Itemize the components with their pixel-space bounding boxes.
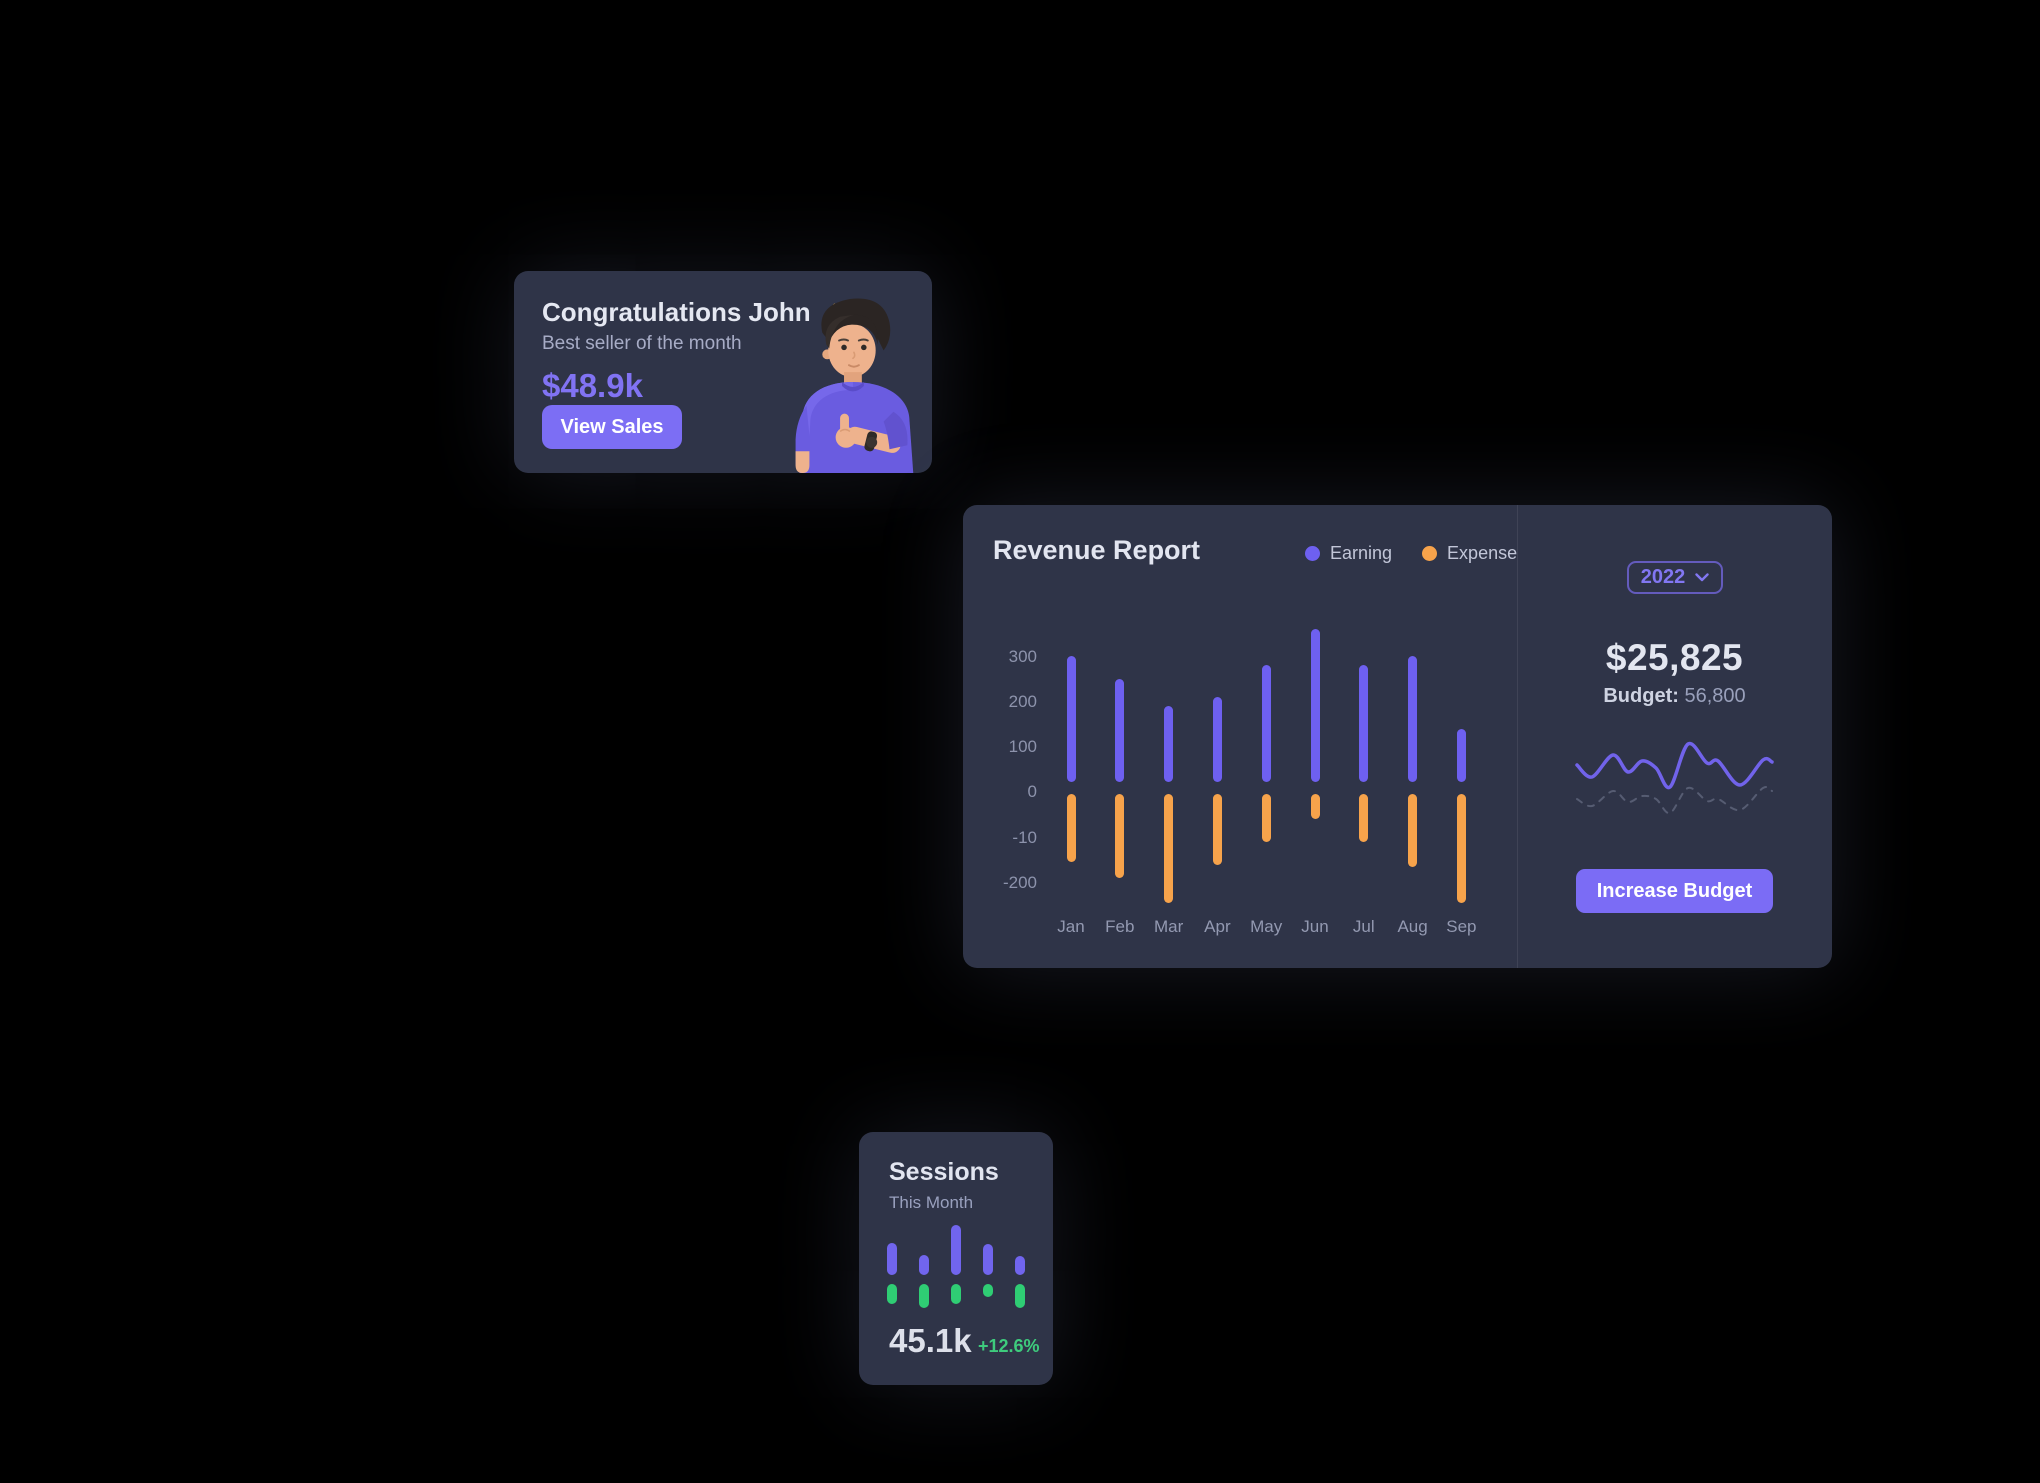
sessions-title: Sessions (889, 1158, 999, 1186)
sessions-bar-top (951, 1225, 961, 1275)
sessions-bar-bottom (951, 1284, 961, 1304)
month-label: Sep (1446, 917, 1477, 936)
sessions-bar-bottom (919, 1284, 929, 1308)
sessions-bar-top (919, 1255, 929, 1275)
bar-expense (1115, 794, 1125, 879)
legend-item-earning[interactable]: Earning (1305, 543, 1392, 564)
y-tick-label: 200 (1008, 691, 1037, 711)
budget-label: Budget: (1603, 685, 1679, 707)
congratulations-card: Congratulations John Best seller of the … (514, 271, 932, 473)
chart-legend: Earning Expense (1305, 543, 1517, 564)
month-label: Mar (1153, 917, 1184, 936)
revenue-report-card: Revenue Report Earning Expense 300 200 100… (963, 505, 1832, 968)
budget-total: $25,825 (1605, 637, 1744, 678)
bar-expense (1359, 794, 1369, 842)
budget-sparkline (1575, 741, 1774, 815)
month-label: May (1250, 917, 1283, 936)
y-tick-label: 0 (1027, 782, 1037, 802)
legend-item-expense[interactable]: Expense (1422, 543, 1517, 564)
bar-earning (1408, 656, 1418, 782)
month-label: Jul (1352, 917, 1375, 936)
month-label: Apr (1204, 917, 1231, 936)
month-label: Aug (1397, 917, 1428, 936)
expense-dot-icon (1422, 546, 1438, 561)
month-label: Feb (1105, 917, 1135, 936)
bar-earning (1261, 665, 1271, 782)
y-tick-label: 100 (1008, 737, 1037, 757)
earning-dot-icon (1305, 546, 1320, 561)
bar-expense (1164, 794, 1174, 904)
panel-divider (1517, 505, 1518, 968)
bar-earning (1066, 656, 1076, 782)
congratulations-title-text: Congratulations John (542, 297, 811, 327)
y-tick-label: -200 (1002, 873, 1037, 893)
increase-budget-button[interactable]: Increase Budget (1576, 869, 1773, 913)
bar-earning (1359, 665, 1369, 782)
sparkline-current (1575, 741, 1774, 790)
y-tick-label: 300 (1008, 646, 1037, 666)
sessions-total: 45.1k (889, 1322, 972, 1359)
year-value: 2022 (1640, 566, 1686, 588)
bar-earning (1115, 678, 1125, 782)
bar-expense (1456, 794, 1466, 904)
sessions-bar-top (887, 1243, 897, 1275)
revenue-report-title: Revenue Report (993, 535, 1201, 565)
bar-expense (1408, 794, 1418, 867)
sessions-bar-bottom (887, 1284, 897, 1304)
sessions-plot (859, 1132, 1053, 1385)
y-tick-label: -10 (1012, 827, 1037, 847)
bar-earning (1456, 728, 1466, 782)
legend-label: Earning (1330, 543, 1393, 563)
bar-expense (1066, 794, 1076, 863)
budget-value: 56,800 (1684, 685, 1746, 707)
year-selector[interactable]: 2022 (1627, 561, 1723, 594)
sessions-bar-top (1015, 1256, 1025, 1275)
person-illustration (795, 298, 914, 473)
sessions-bar-bottom (1015, 1284, 1025, 1308)
bar-earning (1310, 628, 1320, 782)
sales-amount: $48.9k (542, 367, 643, 404)
bar-earning (1212, 696, 1222, 782)
sessions-card: Sessions This Month 45.1k +12.6% (859, 1132, 1053, 1385)
sessions-bar-bottom (983, 1284, 993, 1297)
bar-expense (1310, 794, 1320, 820)
sparkline-previous (1576, 786, 1773, 815)
month-label: Jan (1057, 917, 1085, 936)
budget-line: Budget: 56,800 (1517, 685, 1832, 708)
bar-expense (1261, 794, 1271, 842)
chevron-down-icon (1695, 573, 1709, 582)
sessions-bar-top (983, 1244, 993, 1275)
congratulations-subtitle: Best seller of the month (542, 333, 742, 354)
revenue-plot: 300 200 100 0 -10 -200 Jan Feb Mar Apr May Jun Jul Au… (963, 505, 1832, 968)
sessions-subtitle: This Month (889, 1193, 974, 1212)
bar-earning (1164, 705, 1174, 782)
sessions-delta: +12.6% (978, 1336, 1040, 1356)
month-label: Jun (1301, 917, 1329, 936)
budget-panel: 2022 $25,825 Budget: 56,800 Increase Bud… (1517, 505, 1832, 968)
legend-label: Expense (1447, 543, 1518, 563)
bar-expense (1212, 794, 1222, 865)
view-sales-button[interactable]: View Sales (542, 405, 682, 449)
